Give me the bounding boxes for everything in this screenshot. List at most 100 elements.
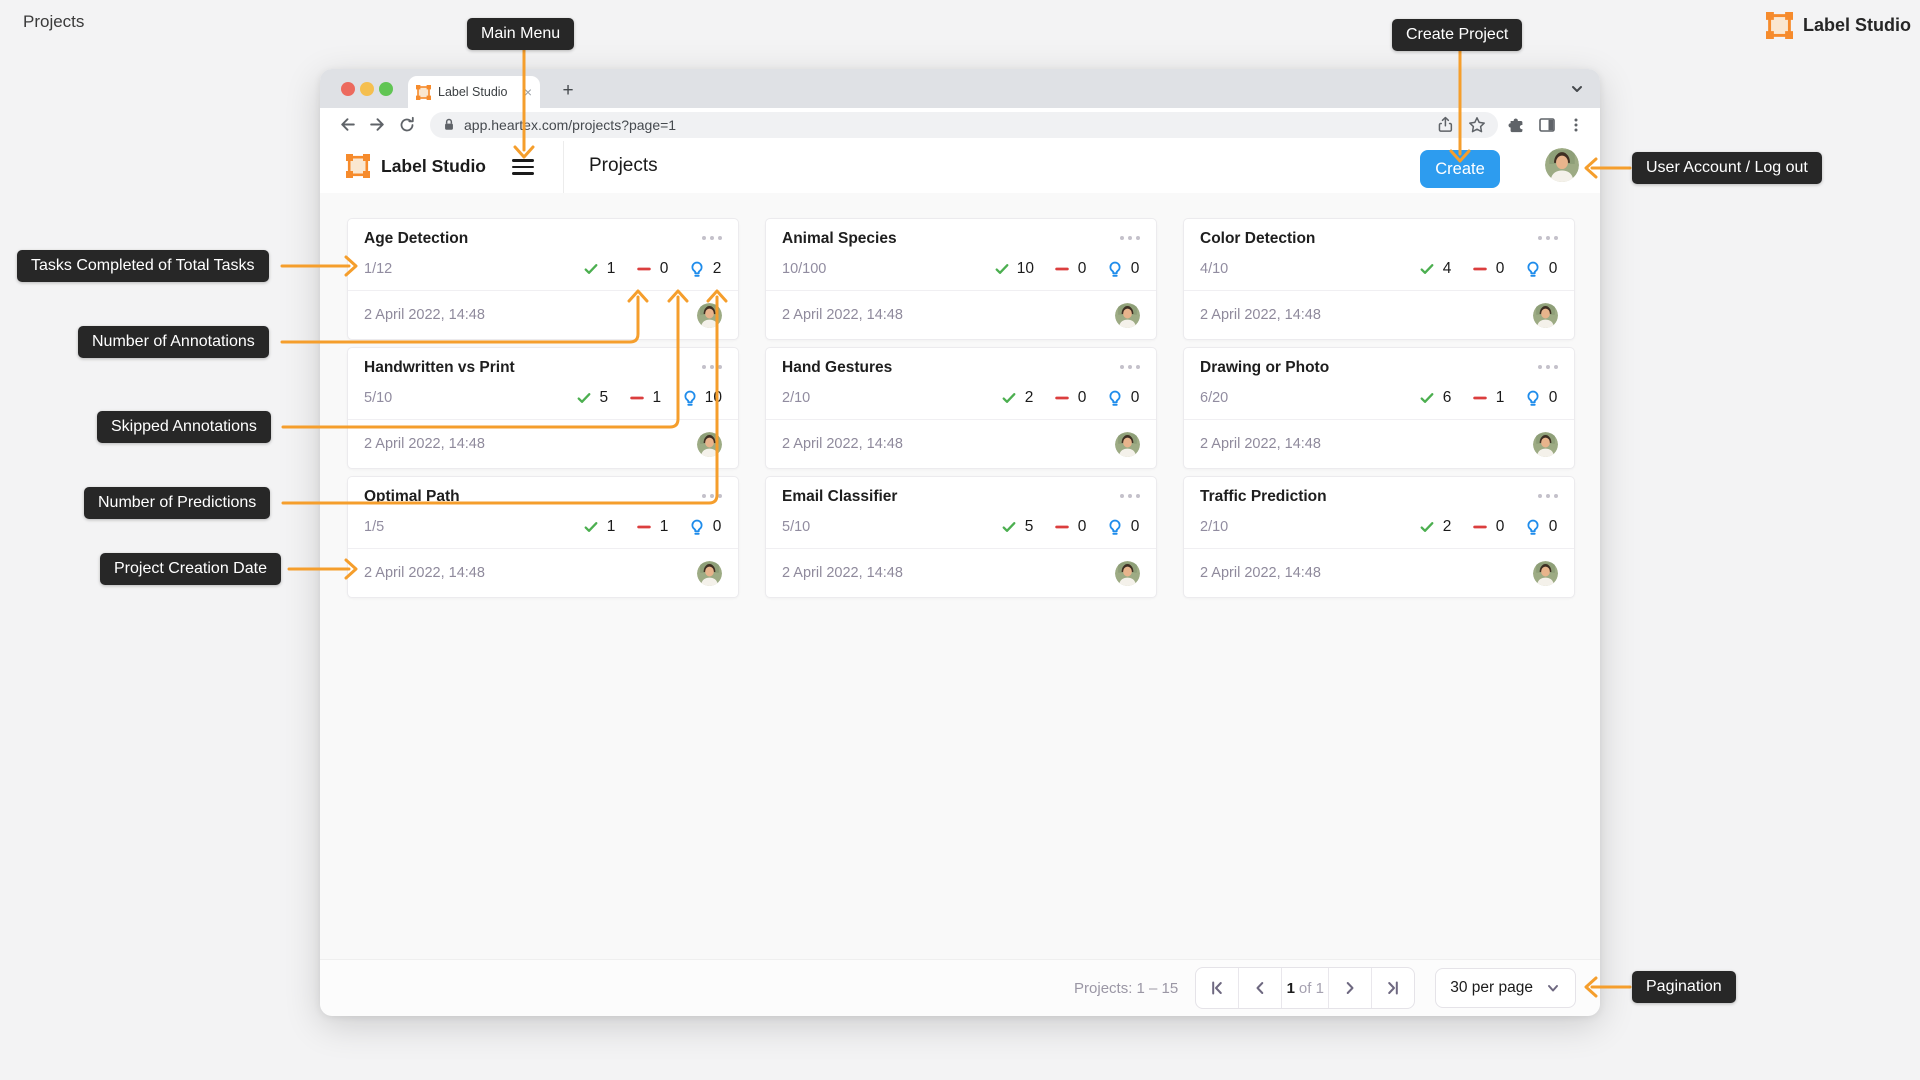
first-page-button[interactable]	[1196, 968, 1240, 1008]
skipped-minus-icon	[630, 396, 644, 400]
project-card[interactable]: Drawing or Photo 6/20 6 1 0 2 April 2022…	[1183, 347, 1575, 469]
callout-main-menu: Main Menu	[467, 18, 575, 50]
project-title[interactable]: Hand Gestures	[782, 359, 893, 376]
current-page: 1	[1286, 979, 1295, 997]
predictions-count: 0	[1130, 518, 1140, 535]
project-card[interactable]: Color Detection 4/10 4 0 0 2 April 2022,…	[1183, 218, 1575, 340]
creation-date: 2 April 2022, 14:48	[782, 565, 903, 581]
card-body: Traffic Prediction 2/10 2 0 0	[1184, 477, 1574, 538]
window-close-button[interactable]	[341, 82, 355, 96]
member-avatar	[697, 560, 722, 586]
card-body: Handwritten vs Print 5/10 5 1 10	[348, 348, 738, 409]
project-title[interactable]: Traffic Prediction	[1200, 488, 1327, 505]
main-menu-hamburger-icon[interactable]	[512, 157, 534, 177]
card-menu-kebab-icon[interactable]	[1120, 359, 1140, 369]
forward-icon[interactable]	[362, 112, 392, 138]
predictions-count: 0	[1548, 389, 1558, 406]
predictions-bulb-icon	[691, 261, 703, 277]
create-project-button[interactable]: Create	[1420, 150, 1500, 188]
lock-icon	[442, 117, 456, 132]
card-stats: 2 0 0	[1001, 389, 1140, 407]
per-page-value: 30 per page	[1450, 979, 1533, 996]
project-title[interactable]: Animal Species	[782, 230, 897, 247]
completed-check-icon	[995, 264, 1009, 274]
new-tab-button[interactable]: +	[562, 80, 574, 101]
project-title[interactable]: Color Detection	[1200, 230, 1316, 247]
project-card[interactable]: Traffic Prediction 2/10 2 0 0 2 April 20…	[1183, 476, 1575, 598]
browser-tab[interactable]: Label Studio ×	[408, 76, 540, 108]
card-menu-kebab-icon[interactable]	[1538, 230, 1558, 240]
card-menu-kebab-icon[interactable]	[702, 230, 722, 240]
skipped-count: 1	[1495, 389, 1505, 406]
card-stats: 2 0 0	[1419, 518, 1558, 536]
project-title[interactable]: Optimal Path	[364, 488, 460, 505]
project-card[interactable]: Optimal Path 1/5 1 1 0 2 April 2022, 14:…	[347, 476, 739, 598]
member-avatar	[697, 431, 722, 457]
reload-icon[interactable]	[392, 112, 422, 138]
url-bar[interactable]: app.heartex.com/projects?page=1	[430, 111, 1498, 138]
predictions-bulb-icon	[691, 519, 703, 535]
card-menu-kebab-icon[interactable]	[1120, 230, 1140, 240]
skipped-count: 1	[652, 389, 662, 406]
previous-page-button[interactable]	[1239, 968, 1283, 1008]
member-avatar	[1533, 302, 1558, 328]
tasks-progress: 10/100	[782, 261, 827, 277]
per-page-dropdown[interactable]: 30 per page	[1435, 968, 1576, 1008]
tab-search-chevron-icon[interactable]	[1566, 78, 1588, 100]
skipped-count: 0	[1495, 260, 1505, 277]
annotations-count: 1	[606, 260, 616, 277]
project-title[interactable]: Handwritten vs Print	[364, 359, 515, 376]
card-body: Color Detection 4/10 4 0 0	[1184, 219, 1574, 280]
predictions-count: 0	[1548, 260, 1558, 277]
extensions-puzzle-icon[interactable]	[1508, 116, 1526, 134]
creation-date: 2 April 2022, 14:48	[1200, 436, 1321, 452]
tab-close-icon[interactable]: ×	[523, 84, 532, 100]
side-panel-icon[interactable]	[1538, 116, 1556, 134]
project-card[interactable]: Hand Gestures 2/10 2 0 0 2 April 2022, 1…	[765, 347, 1157, 469]
card-footer: 2 April 2022, 14:48	[1184, 290, 1574, 339]
browser-menu-kebab-icon[interactable]	[1568, 117, 1584, 133]
project-card[interactable]: Email Classifier 5/10 5 0 0 2 April 2022…	[765, 476, 1157, 598]
card-stats: 10 0 0	[994, 260, 1140, 278]
card-menu-kebab-icon[interactable]	[1120, 488, 1140, 498]
card-stats: 6 1 0	[1419, 389, 1558, 407]
tasks-progress: 2/10	[1200, 519, 1229, 535]
card-menu-kebab-icon[interactable]	[702, 488, 722, 498]
project-title[interactable]: Email Classifier	[782, 488, 898, 505]
member-avatar	[1533, 431, 1558, 457]
project-card[interactable]: Age Detection 1/12 1 0 2 2 April 2022, 1…	[347, 218, 739, 340]
annotations-count: 2	[1442, 518, 1452, 535]
creation-date: 2 April 2022, 14:48	[1200, 565, 1321, 581]
window-minimize-button[interactable]	[360, 82, 374, 96]
window-zoom-button[interactable]	[379, 82, 393, 96]
completed-check-icon	[1002, 393, 1016, 403]
browser-toolbar: app.heartex.com/projects?page=1	[320, 108, 1600, 142]
project-card[interactable]: Handwritten vs Print 5/10 5 1 10 2 April…	[347, 347, 739, 469]
skipped-minus-icon	[637, 267, 651, 271]
card-menu-kebab-icon[interactable]	[702, 359, 722, 369]
next-page-button[interactable]	[1329, 968, 1373, 1008]
bookmark-star-icon[interactable]	[1468, 116, 1486, 134]
predictions-bulb-icon	[684, 390, 696, 406]
card-menu-kebab-icon[interactable]	[1538, 359, 1558, 369]
card-footer: 2 April 2022, 14:48	[766, 419, 1156, 468]
project-title[interactable]: Drawing or Photo	[1200, 359, 1330, 376]
app-logo-text: Label Studio	[381, 155, 486, 176]
page-of-total: of 1	[1298, 979, 1324, 997]
projects-content: Age Detection 1/12 1 0 2 2 April 2022, 1…	[320, 193, 1600, 959]
predictions-count: 0	[1130, 389, 1140, 406]
skipped-minus-icon	[1055, 267, 1069, 271]
share-icon[interactable]	[1437, 116, 1454, 133]
last-page-button[interactable]	[1372, 968, 1414, 1008]
app-logo[interactable]: Label Studio	[346, 154, 486, 178]
user-avatar[interactable]	[1545, 148, 1579, 182]
creation-date: 2 April 2022, 14:48	[364, 307, 485, 323]
project-title[interactable]: Age Detection	[364, 230, 469, 247]
card-menu-kebab-icon[interactable]	[1538, 488, 1558, 498]
pager-control: 1 of 1	[1195, 967, 1416, 1009]
member-avatar	[697, 302, 722, 328]
back-icon[interactable]	[332, 112, 362, 138]
project-card[interactable]: Animal Species 10/100 10 0 0 2 April 202…	[765, 218, 1157, 340]
skipped-minus-icon	[1473, 396, 1487, 400]
creation-date: 2 April 2022, 14:48	[1200, 307, 1321, 323]
